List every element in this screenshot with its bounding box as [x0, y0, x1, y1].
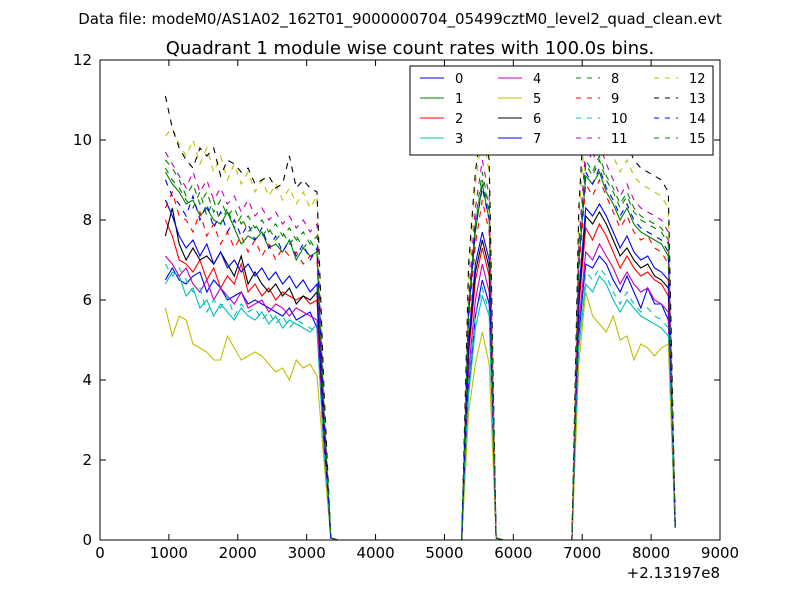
x-tick-label: 1000 [150, 544, 188, 562]
data-file-suptitle: Data file: modeM0/AS1A02_162T01_90000007… [78, 10, 722, 29]
legend-label-12: 12 [689, 72, 706, 87]
series-line-11 [164, 142, 676, 541]
legend-label-9: 9 [611, 92, 619, 107]
legend-label-11: 11 [611, 132, 628, 147]
x-tick-label: 9000 [701, 544, 739, 562]
y-tick-label: 12 [73, 51, 92, 69]
x-tick-label: 4000 [356, 544, 394, 562]
x-tick-label: 6000 [494, 544, 532, 562]
legend-label-8: 8 [611, 72, 619, 87]
legend-label-5: 5 [533, 92, 541, 107]
x-tick-label: 0 [95, 544, 105, 562]
y-tick-label: 10 [73, 131, 92, 149]
y-tick-label: 8 [82, 211, 92, 229]
x-tick-label: 7000 [563, 544, 601, 562]
legend-label-2: 2 [455, 112, 463, 127]
x-tick-label: 5000 [425, 544, 463, 562]
y-tick-label: 6 [82, 291, 92, 309]
axes-layer: 0 1000 2000 3000 4000 5000 6000 7000 8000 9000 0 2 4… [73, 51, 739, 562]
y-tick-label: 0 [82, 531, 92, 549]
y-tick-label: 4 [82, 371, 92, 389]
x-tick-label: 2000 [219, 544, 257, 562]
series-line-10 [164, 263, 676, 541]
legend-label-13: 13 [689, 92, 706, 107]
legend-label-7: 7 [533, 132, 541, 147]
x-tick-label: 8000 [632, 544, 670, 562]
x-tick-label: 3000 [288, 544, 326, 562]
legend-label-10: 10 [611, 112, 628, 127]
legend-label-0: 0 [455, 72, 463, 87]
x-axis-offset-label: +2.13197e8 [627, 564, 720, 582]
legend-label-3: 3 [455, 132, 463, 147]
legend-label-15: 15 [689, 132, 706, 147]
chart-title: Quadrant 1 module wise count rates with … [166, 38, 655, 59]
y-tick-label: 2 [82, 451, 92, 469]
legend-label-1: 1 [455, 92, 463, 107]
legend-box [409, 65, 714, 156]
legend-label-4: 4 [533, 72, 541, 87]
legend-label-6: 6 [533, 112, 541, 127]
legend-label-14: 14 [689, 112, 706, 127]
